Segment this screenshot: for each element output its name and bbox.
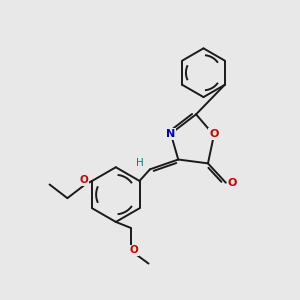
Text: N: N xyxy=(166,129,176,139)
Text: O: O xyxy=(228,178,237,188)
Text: O: O xyxy=(79,175,88,185)
Text: O: O xyxy=(129,245,138,256)
Text: H: H xyxy=(136,158,143,168)
Text: O: O xyxy=(209,129,219,139)
